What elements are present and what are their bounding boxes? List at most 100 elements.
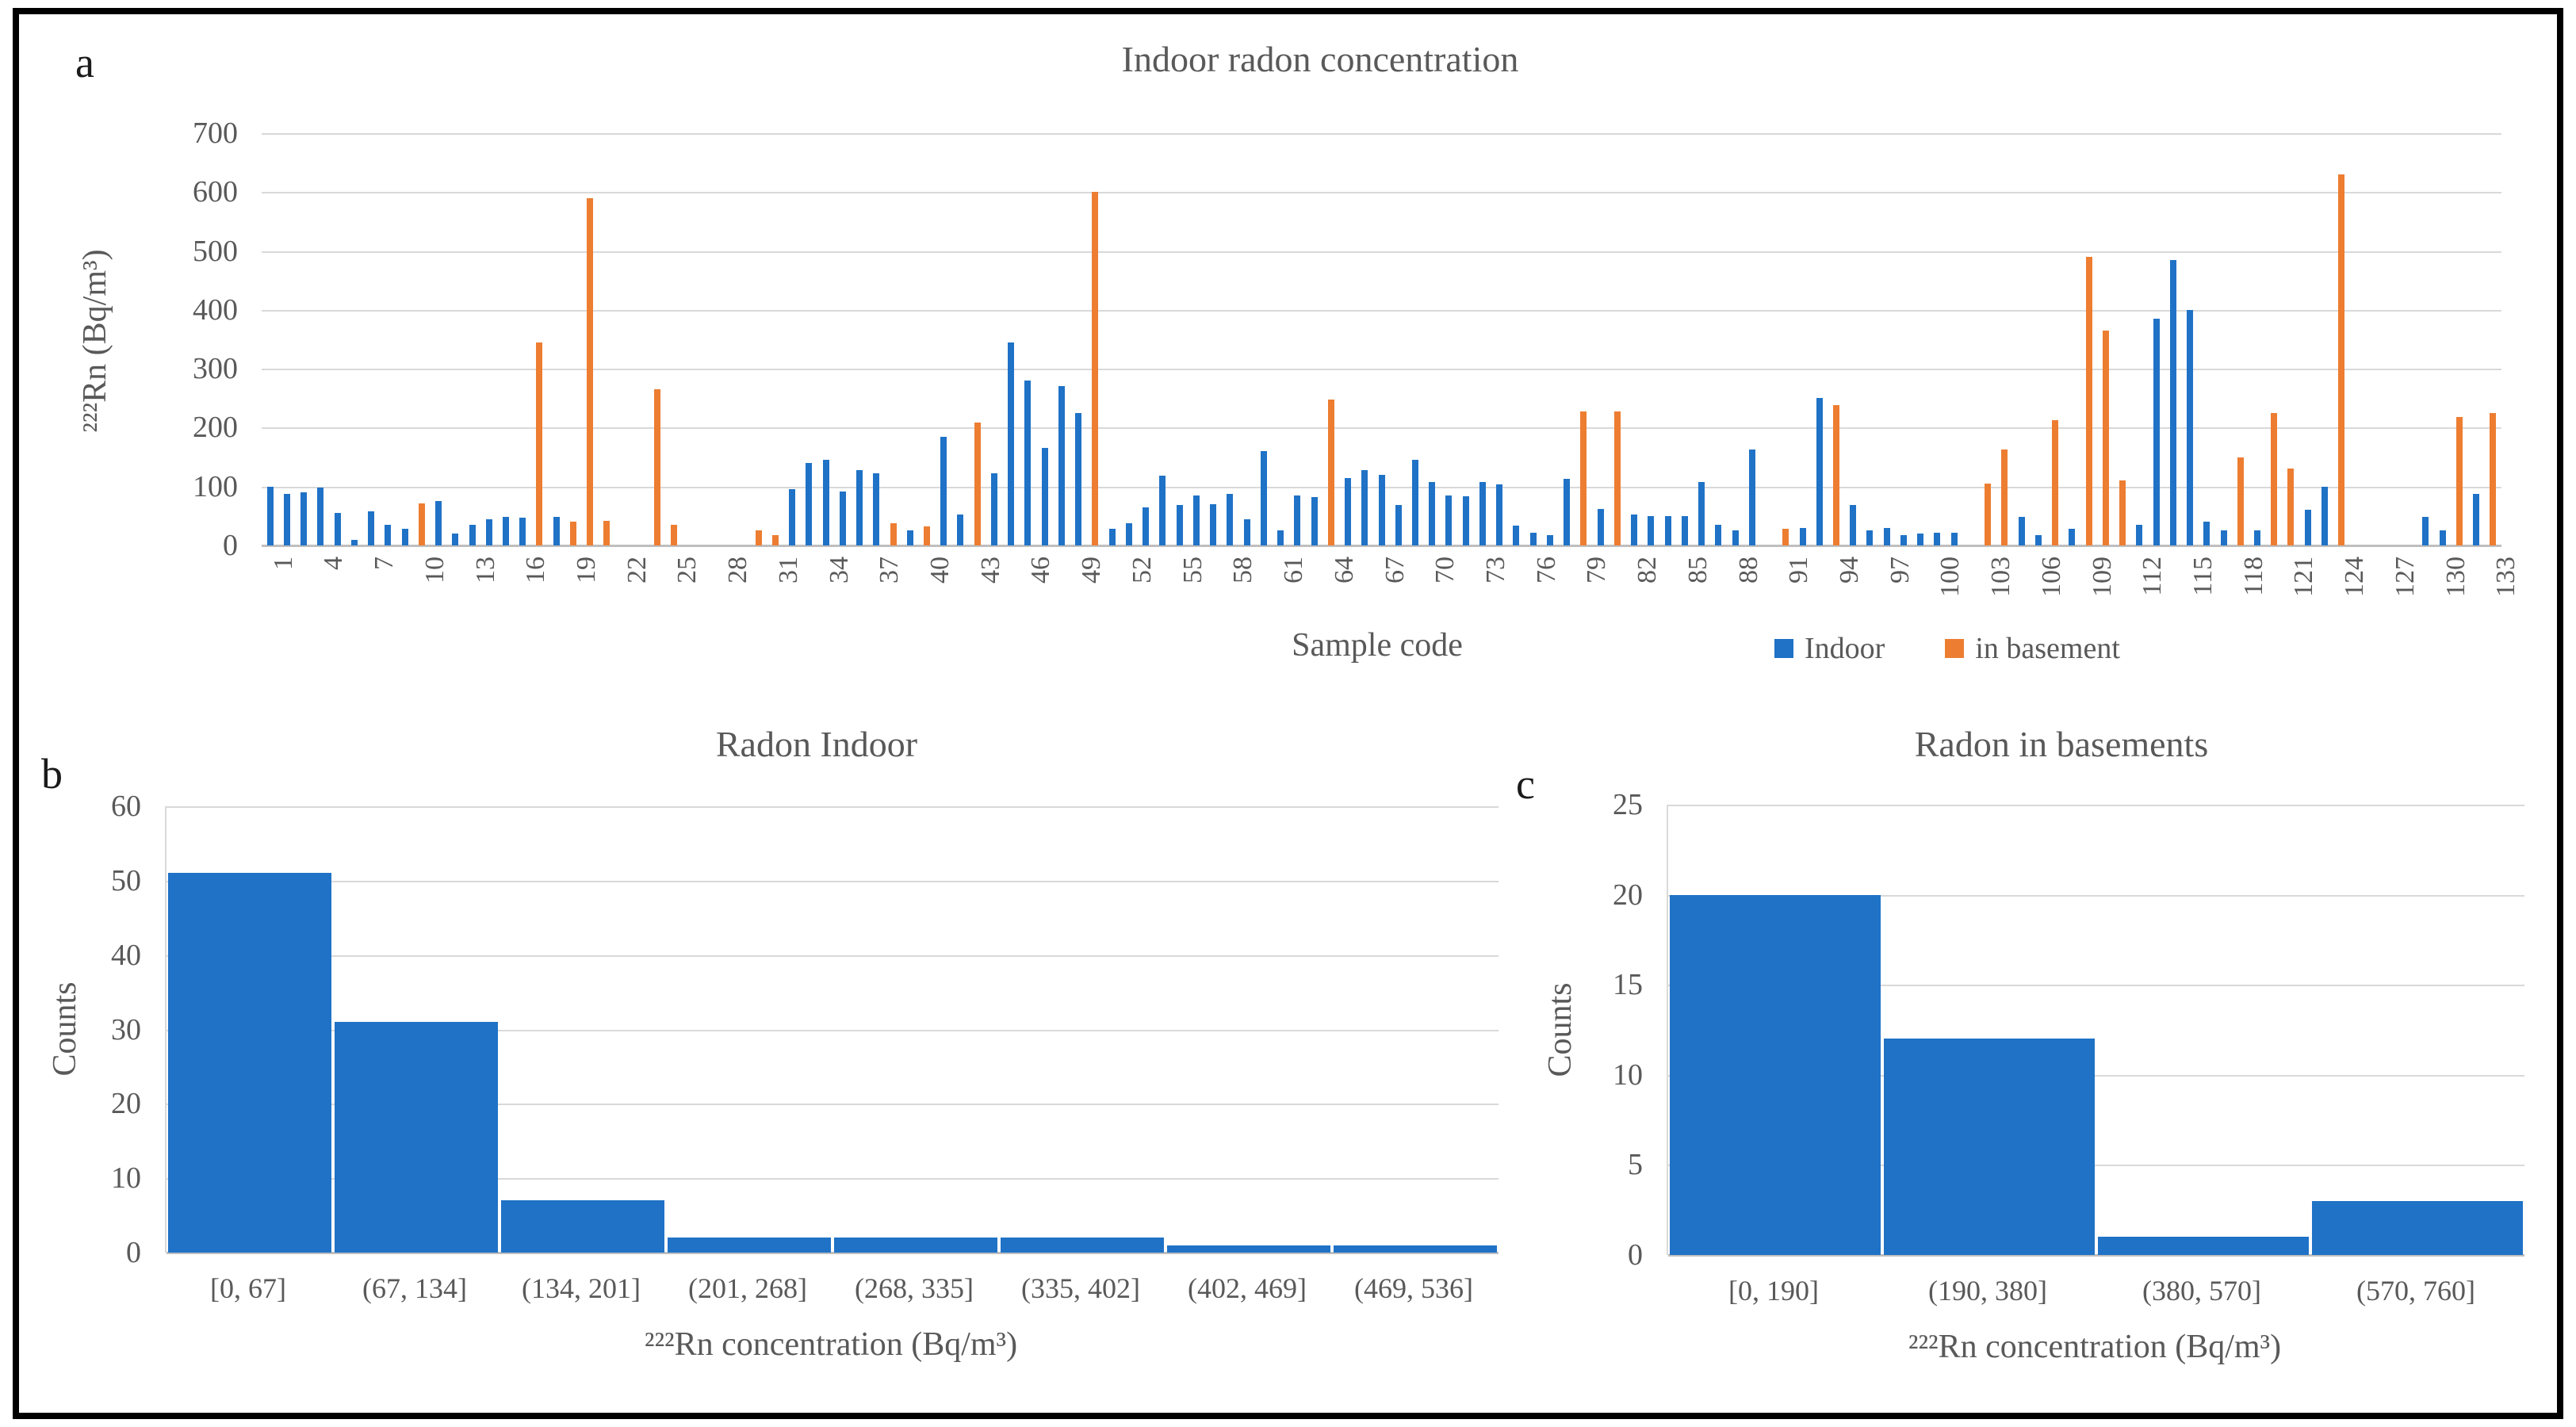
sample-bar-39-indoor [906,530,913,545]
gridline-y-10 [167,1178,1499,1180]
sample-bar-96-indoor [1866,530,1874,545]
sample-bar-44-indoor [990,473,997,545]
sample-bar-95-indoor [1850,505,1857,545]
sample-bar-84-indoor [1664,515,1671,545]
sample-bar-76-indoor [1529,532,1537,545]
gridline-y-40 [167,955,1499,957]
sample-bar-48-indoor [1058,386,1065,545]
sample-bar-40-basement [924,526,930,545]
sample-bar-21-basement [603,520,611,545]
bin-label-c-2: (380, 570] [2142,1275,2261,1306]
x-tick-label-76: 76 [1531,557,1561,583]
x-tick-label-94: 94 [1834,557,1864,583]
x-tick-label-13: 13 [470,557,500,583]
x-tick-label-88: 88 [1733,557,1763,583]
sample-bar-59-indoor [1243,518,1250,545]
sample-bar-98-indoor [1900,534,1907,545]
x-axis-line [262,545,2501,547]
chart-a-x-axis-title: Sample code [1292,627,1463,664]
sample-bar-55-indoor [1176,505,1183,545]
sample-bar-78-indoor [1564,479,1571,545]
sample-bar-67-indoor [1378,474,1385,545]
sample-bar-2-indoor [283,493,290,545]
x-tick-label-115: 115 [2188,557,2218,596]
x-tick-label-112: 112 [2138,557,2168,596]
chart-a-plot-area [262,133,2501,547]
sample-bar-15-indoor [502,517,509,545]
sample-bar-124-basement [2338,174,2345,545]
x-tick-label-55: 55 [1177,557,1208,583]
chart-b-title: Radon Indoor [715,724,918,764]
y-tick-label-15: 15 [1613,968,1643,1002]
legend-label-basement: in basement [1975,632,2120,665]
y-tick-label-5: 5 [1628,1148,1643,1182]
y-tick-label-20: 20 [111,1087,141,1121]
sample-bar-119-indoor [2254,530,2260,545]
sample-bar-68-indoor [1395,505,1402,545]
sample-bar-41-indoor [940,436,947,545]
sample-bar-1-indoor [266,486,274,545]
y-tick-label-50: 50 [111,863,141,897]
sample-bar-31-basement [771,534,779,545]
sample-bar-131-basement [2455,417,2463,545]
gridline-y-15 [1668,985,2524,987]
sample-bar-53-indoor [1143,507,1150,545]
panel-letter-b: b [41,750,63,798]
sample-bar-51-indoor [1108,529,1116,545]
sample-bar-123-indoor [2321,486,2328,545]
bin-label-b-4: (268, 335] [855,1272,974,1304]
sample-bar-81-basement [1613,411,1621,545]
hist-bar-b-4 [834,1238,997,1253]
sample-bar-30-basement [755,530,762,545]
x-tick-label-58: 58 [1228,557,1258,583]
sample-bar-70-indoor [1429,481,1436,545]
y-tick-label-20: 20 [1613,878,1643,912]
hist-bar-c-2 [2098,1237,2309,1255]
hist-bar-c-0 [1670,894,1881,1255]
sample-bar-61-indoor [1277,530,1284,545]
sample-bar-99-indoor [1917,534,1924,545]
sample-bar-20-basement [587,197,594,545]
x-tick-label-64: 64 [1329,557,1359,583]
x-tick-label-22: 22 [622,557,652,583]
sample-bar-115-indoor [2187,309,2194,545]
y-tick-label-600: 600 [193,175,238,209]
sample-bar-14-indoor [485,518,492,545]
gridline-y-700 [262,133,2501,135]
x-tick-label-31: 31 [773,557,803,583]
x-tick-label-40: 40 [925,557,955,583]
sample-bar-45-indoor [1008,342,1015,545]
bin-label-b-0: [0, 67] [210,1272,286,1304]
sample-bar-120-basement [2271,412,2278,545]
sample-bar-32-indoor [789,489,796,545]
gridline-y-200 [262,427,2501,430]
sample-bar-133-basement [2490,412,2497,545]
sample-bar-100-indoor [1934,532,1941,545]
sample-bar-60-indoor [1260,451,1267,545]
sample-bar-46-indoor [1024,381,1032,545]
sample-bar-73-indoor [1479,481,1486,545]
gridline-y-25 [1668,805,2524,806]
sample-bar-25-basement [671,525,678,545]
sample-bar-91-basement [1782,529,1789,545]
sample-bar-85-indoor [1681,515,1688,545]
legend-label-indoor: Indoor [1805,632,1885,665]
x-tick-label-91: 91 [1784,557,1814,583]
sample-bar-129-indoor [2422,517,2429,545]
sample-bar-64-basement [1327,399,1334,545]
bin-label-b-5: (335, 402] [1021,1272,1140,1304]
x-tick-label-85: 85 [1682,557,1713,583]
x-tick-label-70: 70 [1430,557,1460,583]
hist-bar-b-6 [1167,1245,1330,1253]
y-tick-label-0: 0 [223,529,238,562]
x-tick-label-121: 121 [2289,557,2319,597]
sample-bar-49-indoor [1075,412,1082,545]
gridline-y-20 [1668,894,2524,897]
sample-bar-18-indoor [553,517,560,545]
y-tick-label-500: 500 [193,234,238,268]
sample-bar-82-indoor [1631,515,1638,545]
sample-bar-121-basement [2287,469,2295,545]
sample-bar-54-indoor [1159,476,1166,545]
chart-b-x-axis-title: ²²²Rn concentration (Bq/m³) [644,1326,1018,1363]
